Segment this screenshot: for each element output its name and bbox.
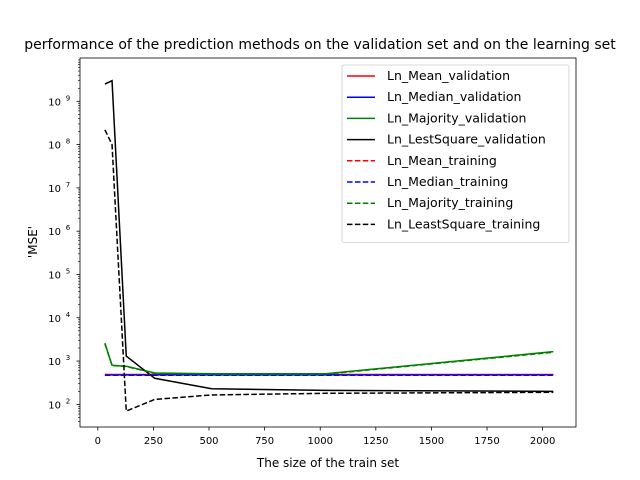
y-tick-exponent: 9 — [66, 94, 70, 102]
legend-label: Ln_Majority_validation — [387, 110, 526, 125]
y-axis-label: 'MSE' — [26, 226, 40, 258]
series-line-ln-lestsquare-validation — [104, 79, 554, 393]
y-tick-exponent: 3 — [66, 354, 70, 362]
y-tick-exponent: 2 — [66, 397, 70, 405]
plot-frame — [79, 57, 577, 428]
legend-label: Ln_Median_training — [387, 174, 508, 189]
y-tick-exponent: 4 — [66, 311, 71, 319]
y-tick-label: 10 — [48, 270, 61, 281]
y-tick-exponent: 5 — [66, 267, 70, 275]
legend: Ln_Mean_validation Ln_Median_validation Ln… — [341, 64, 570, 244]
y-tick-exponent: 8 — [66, 138, 70, 146]
x-tick-label: 1750 — [474, 436, 499, 447]
chart-title: performance of the prediction methods on… — [24, 37, 616, 53]
legend-label: Ln_Majority_training — [387, 195, 513, 210]
legend-label: Ln_Mean_training — [387, 153, 497, 168]
y-tick-label: 10 — [48, 184, 61, 195]
legend-label: Ln_Mean_validation — [387, 68, 510, 83]
y-tick-label: 10 — [48, 314, 61, 325]
y-tick-exponent: 6 — [66, 224, 71, 232]
x-tick-label: 2000 — [530, 436, 555, 447]
x-tick-label: 1500 — [419, 436, 444, 447]
y-axis: 10 2 10 3 10 4 10 5 10 6 10 7 10 8 10 9 — [48, 59, 80, 422]
x-tick-label: 0 — [95, 436, 101, 447]
series-line-ln-majority-training — [104, 343, 554, 375]
x-tick-label: 250 — [144, 436, 163, 447]
x-tick-label: 1000 — [307, 436, 332, 447]
series-layer — [104, 79, 554, 413]
y-tick-label: 10 — [48, 227, 61, 238]
series-line-ln-leastsquare-training — [104, 129, 554, 413]
legend-label: Ln_Median_validation — [387, 89, 521, 104]
x-axis-label: The size of the train set — [256, 456, 399, 470]
y-tick-exponent: 7 — [66, 181, 70, 189]
x-tick-label: 1250 — [363, 436, 388, 447]
x-axis: 0 250 500 750 1000 1250 1500 1750 2000 — [95, 427, 555, 447]
y-tick-label: 10 — [48, 357, 61, 368]
legend-label: Ln_LeastSquare_training — [387, 216, 540, 231]
legend-box — [341, 64, 570, 244]
legend-label: Ln_LestSquare_validation — [387, 132, 546, 147]
y-tick-label: 10 — [48, 97, 61, 108]
y-tick-label: 10 — [48, 400, 61, 411]
y-tick-label: 10 — [48, 141, 61, 152]
x-tick-label: 750 — [255, 436, 274, 447]
x-tick-label: 500 — [199, 436, 218, 447]
